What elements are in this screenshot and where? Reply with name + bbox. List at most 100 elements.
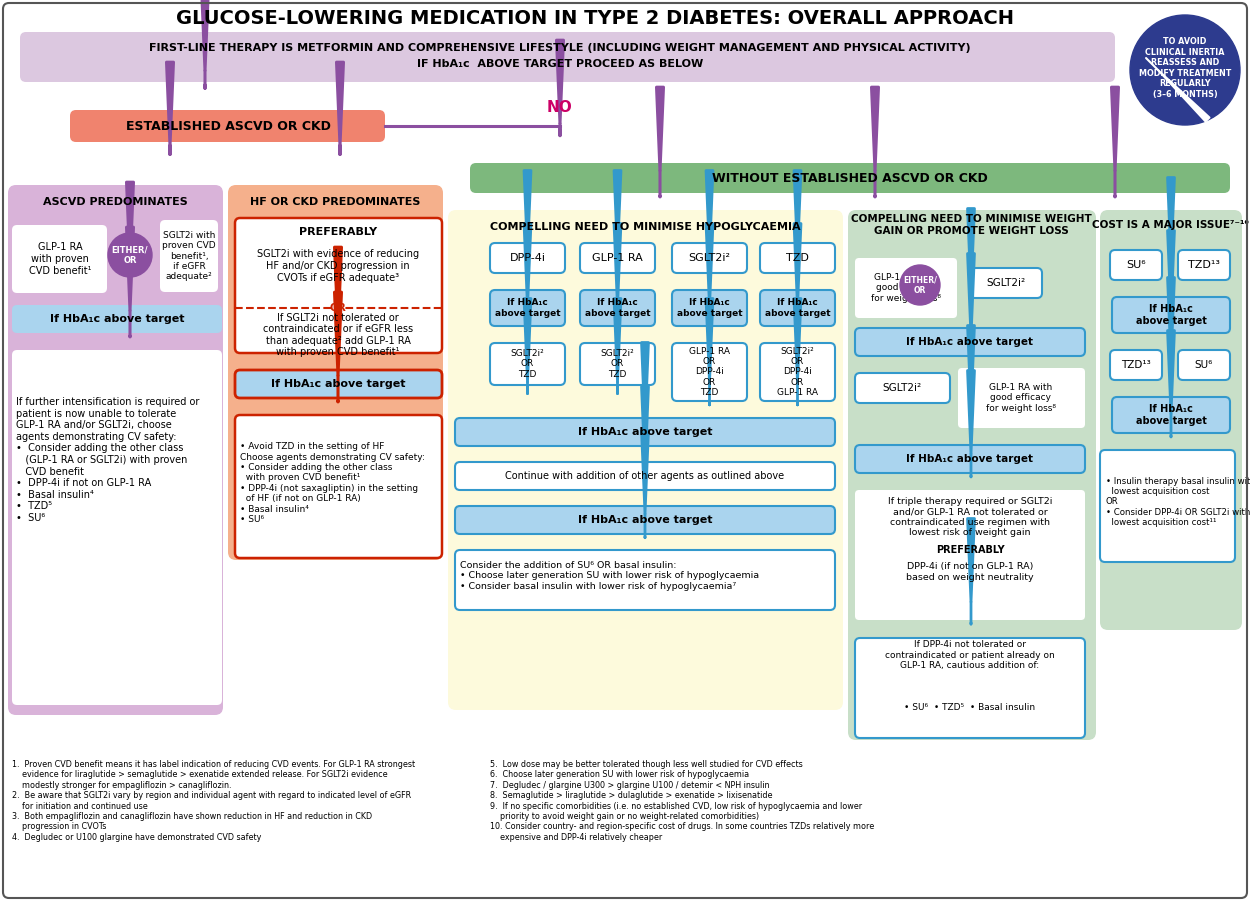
FancyBboxPatch shape (1178, 250, 1230, 280)
FancyBboxPatch shape (855, 445, 1085, 473)
Text: COMPELLING NEED TO MINIMISE HYPOGLYCAEMIA: COMPELLING NEED TO MINIMISE HYPOGLYCAEMI… (490, 222, 800, 232)
Text: COST IS A MAJOR ISSUE⁷⁻¹⁰: COST IS A MAJOR ISSUE⁷⁻¹⁰ (1092, 220, 1250, 230)
Text: If DPP-4i not tolerated or
contraindicated or patient already on
GLP-1 RA, cauti: If DPP-4i not tolerated or contraindicat… (885, 640, 1055, 670)
Text: FIRST-LINE THERAPY IS METFORMIN AND COMPREHENSIVE LIFESTYLE (INCLUDING WEIGHT MA: FIRST-LINE THERAPY IS METFORMIN AND COMP… (149, 43, 971, 53)
Text: TZD: TZD (786, 253, 809, 263)
FancyBboxPatch shape (235, 370, 442, 398)
Text: EITHER/
OR: EITHER/ OR (111, 245, 149, 265)
FancyBboxPatch shape (672, 343, 747, 401)
Text: PREFERABLY: PREFERABLY (936, 545, 1004, 555)
Text: DPP-4i (if not on GLP-1 RA)
based on weight neutrality: DPP-4i (if not on GLP-1 RA) based on wei… (906, 562, 1034, 582)
FancyBboxPatch shape (228, 185, 442, 560)
Text: SGLT2i²
OR
DPP-4i
OR
GLP-1 RA: SGLT2i² OR DPP-4i OR GLP-1 RA (778, 347, 818, 397)
FancyBboxPatch shape (20, 32, 1115, 82)
Text: GLP-1 RA
OR
DPP-4i
OR
TZD: GLP-1 RA OR DPP-4i OR TZD (689, 347, 730, 397)
Text: ASCVD PREDOMINATES: ASCVD PREDOMINATES (42, 197, 188, 207)
FancyBboxPatch shape (1112, 297, 1230, 333)
Text: EITHER/
OR: EITHER/ OR (902, 276, 938, 295)
Text: ESTABLISHED ASCVD OR CKD: ESTABLISHED ASCVD OR CKD (125, 120, 330, 132)
FancyBboxPatch shape (1112, 397, 1230, 433)
FancyBboxPatch shape (672, 243, 747, 273)
FancyBboxPatch shape (1110, 350, 1162, 380)
FancyBboxPatch shape (1110, 250, 1162, 280)
FancyBboxPatch shape (848, 210, 1096, 740)
FancyBboxPatch shape (455, 418, 835, 446)
Text: GLP-1 RA
with proven
CVD benefit¹: GLP-1 RA with proven CVD benefit¹ (29, 242, 91, 276)
FancyBboxPatch shape (855, 373, 950, 403)
Text: If triple therapy required or SGLT2i
and/or GLP-1 RA not tolerated or
contraindi: If triple therapy required or SGLT2i and… (888, 496, 1052, 537)
FancyBboxPatch shape (760, 243, 835, 273)
FancyBboxPatch shape (672, 290, 747, 326)
FancyBboxPatch shape (455, 506, 835, 534)
FancyBboxPatch shape (855, 638, 1085, 738)
Text: DPP-4i: DPP-4i (510, 253, 545, 263)
Text: If HbA₁c above target: If HbA₁c above target (50, 314, 184, 324)
Text: If HbA₁c above target: If HbA₁c above target (578, 515, 712, 525)
Text: GLUCOSE-LOWERING MEDICATION IN TYPE 2 DIABETES: OVERALL APPROACH: GLUCOSE-LOWERING MEDICATION IN TYPE 2 DI… (176, 8, 1014, 28)
Text: If HbA₁c
above target: If HbA₁c above target (1135, 405, 1206, 426)
FancyBboxPatch shape (1100, 210, 1242, 630)
Circle shape (107, 233, 152, 277)
FancyBboxPatch shape (1100, 450, 1235, 562)
Text: PREFERABLY: PREFERABLY (299, 227, 378, 237)
Text: If HbA₁c above target: If HbA₁c above target (906, 454, 1034, 464)
FancyBboxPatch shape (455, 550, 835, 610)
Text: WITHOUT ESTABLISHED ASCVD OR CKD: WITHOUT ESTABLISHED ASCVD OR CKD (712, 171, 988, 185)
Text: If HbA₁c
above target: If HbA₁c above target (585, 298, 650, 318)
FancyBboxPatch shape (760, 343, 835, 401)
FancyBboxPatch shape (160, 220, 217, 292)
Text: 1.  Proven CVD benefit means it has label indication of reducing CVD events. For: 1. Proven CVD benefit means it has label… (12, 760, 415, 842)
FancyBboxPatch shape (235, 415, 442, 558)
FancyBboxPatch shape (12, 305, 222, 333)
Text: If HbA₁c
above target: If HbA₁c above target (765, 298, 830, 318)
FancyBboxPatch shape (490, 243, 565, 273)
Text: If SGLT2i not tolerated or
contraindicated or if eGFR less
than adequate² add GL: If SGLT2i not tolerated or contraindicat… (262, 313, 412, 358)
Text: OR: OR (330, 303, 346, 313)
Text: SGLT2i²: SGLT2i² (689, 253, 730, 263)
FancyBboxPatch shape (490, 343, 565, 385)
Text: IF HbA₁c  ABOVE TARGET PROCEED AS BELOW: IF HbA₁c ABOVE TARGET PROCEED AS BELOW (418, 59, 702, 69)
Text: NO: NO (548, 101, 572, 115)
Text: TO AVOID
CLINICAL INERTIA
REASSESS AND
MODIFY TREATMENT
REGULARLY
(3–6 MONTHS): TO AVOID CLINICAL INERTIA REASSESS AND M… (1139, 38, 1231, 98)
Text: Continue with addition of other agents as outlined above: Continue with addition of other agents a… (505, 471, 785, 481)
Text: SU⁶: SU⁶ (1195, 360, 1214, 370)
FancyBboxPatch shape (970, 268, 1042, 298)
FancyBboxPatch shape (855, 328, 1085, 356)
Text: SGLT2i with evidence of reducing
HF and/or CKD progression in
CVOTs if eGFR adeq: SGLT2i with evidence of reducing HF and/… (258, 250, 419, 283)
Text: If further intensification is required or
patient is now unable to tolerate
GLP-: If further intensification is required o… (16, 397, 200, 523)
Text: If HbA₁c above target: If HbA₁c above target (271, 379, 405, 389)
FancyBboxPatch shape (448, 210, 842, 710)
FancyBboxPatch shape (12, 225, 108, 293)
FancyBboxPatch shape (490, 290, 565, 326)
Text: SGLT2i²
OR
TZD: SGLT2i² OR TZD (511, 349, 545, 379)
FancyBboxPatch shape (580, 290, 655, 326)
FancyBboxPatch shape (1178, 350, 1230, 380)
Text: If HbA₁c
above target: If HbA₁c above target (1135, 305, 1206, 326)
FancyBboxPatch shape (12, 350, 222, 705)
Text: SGLT2i with
proven CVD
benefit¹,
if eGFR
adequate²: SGLT2i with proven CVD benefit¹, if eGFR… (162, 231, 216, 281)
Text: GLP-1 RA with
good efficacy
for weight loss⁸: GLP-1 RA with good efficacy for weight l… (871, 273, 941, 303)
Text: If HbA₁c above target: If HbA₁c above target (578, 427, 712, 437)
Text: SGLT2i²: SGLT2i² (986, 278, 1025, 288)
Text: TZD¹³: TZD¹³ (1188, 260, 1220, 270)
FancyBboxPatch shape (455, 462, 835, 490)
FancyBboxPatch shape (580, 243, 655, 273)
FancyBboxPatch shape (580, 343, 655, 385)
Text: HF OR CKD PREDOMINATES: HF OR CKD PREDOMINATES (250, 197, 420, 207)
Circle shape (900, 265, 940, 305)
Circle shape (1130, 15, 1240, 125)
Text: SGLT2i²
OR
TZD: SGLT2i² OR TZD (601, 349, 635, 379)
FancyBboxPatch shape (855, 258, 958, 318)
FancyBboxPatch shape (958, 368, 1085, 428)
FancyBboxPatch shape (470, 163, 1230, 193)
FancyBboxPatch shape (8, 185, 222, 715)
FancyBboxPatch shape (70, 110, 385, 142)
FancyBboxPatch shape (235, 218, 442, 353)
Text: If HbA₁c
above target: If HbA₁c above target (676, 298, 742, 318)
Text: COMPELLING NEED TO MINIMISE WEIGHT
GAIN OR PROMOTE WEIGHT LOSS: COMPELLING NEED TO MINIMISE WEIGHT GAIN … (850, 214, 1091, 236)
Text: Consider the addition of SU⁶ OR basal insulin:
• Choose later generation SU with: Consider the addition of SU⁶ OR basal in… (460, 561, 759, 591)
Text: TZD¹³: TZD¹³ (1121, 360, 1151, 370)
Text: • Avoid TZD in the setting of HF
Choose agents demonstrating CV safety:
• Consid: • Avoid TZD in the setting of HF Choose … (240, 442, 425, 523)
Text: If HbA₁c
above target: If HbA₁c above target (495, 298, 560, 318)
Text: • Insulin therapy basal insulin with
  lowest acquisition cost
OR
• Consider DPP: • Insulin therapy basal insulin with low… (1106, 477, 1250, 527)
